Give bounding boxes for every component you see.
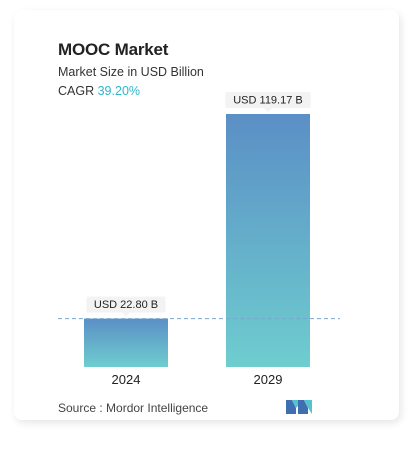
chart-card (14, 10, 399, 420)
data-label: USD 22.80 B (94, 299, 158, 311)
cagr-value: 39.20% (97, 84, 141, 98)
bar-2024 (84, 318, 168, 367)
data-label: USD 119.17 B (233, 95, 303, 107)
data-label-pointer (264, 108, 272, 112)
source-label: Source : (58, 401, 103, 415)
chart-subtitle: Market Size in USD Billion (58, 65, 204, 79)
cagr-text: CAGR 39.20% (58, 84, 140, 98)
cagr-label: CAGR (58, 84, 95, 98)
data-label-pointer (122, 312, 130, 317)
x-tick-label: 2029 (254, 372, 283, 387)
source-name: Mordor Intelligence (106, 401, 209, 415)
x-tick-label: 2024 (112, 372, 141, 387)
data-label-box (86, 296, 166, 313)
bar-2029 (226, 114, 310, 367)
mordor-intelligence-logo-icon (286, 400, 312, 414)
chart-title: MOOC Market (58, 40, 169, 59)
data-label-box (225, 92, 311, 108)
source-text: Source : Mordor Intelligence (58, 401, 208, 415)
